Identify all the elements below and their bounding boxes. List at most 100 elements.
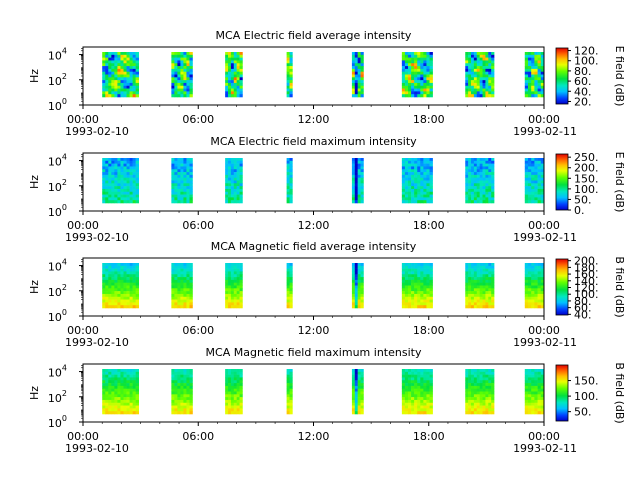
spectrogram-cell [354, 172, 358, 176]
spectrogram-cell [236, 388, 240, 392]
spectrogram-cell [174, 80, 178, 84]
spectrogram-cell [102, 385, 106, 389]
spectrogram-cell [126, 80, 130, 84]
spectrogram-cell [420, 88, 424, 92]
spectrogram-cell [108, 172, 112, 176]
spectrogram-cell [126, 180, 130, 184]
spectrogram-cell [408, 188, 412, 193]
spectrogram-cell [177, 374, 181, 378]
spectrogram-cell [180, 169, 184, 173]
spectrogram-cell [537, 394, 542, 398]
spectrogram-cell [108, 265, 112, 269]
spectrogram-cell [186, 200, 190, 204]
spectrogram-cell [360, 52, 364, 56]
spectrogram-cell [540, 282, 545, 286]
spectrogram-cell [426, 391, 430, 395]
spectrogram-cell [537, 91, 542, 95]
spectrogram-cell [225, 163, 229, 167]
spectrogram-cell [228, 291, 232, 295]
spectrogram-cell [488, 91, 492, 95]
spectrogram-cell [357, 194, 361, 198]
spectrogram-cell [417, 94, 421, 98]
spectrogram-cell [120, 263, 124, 267]
spectrogram-cell [239, 169, 243, 173]
spectrogram-cell [117, 197, 121, 201]
spectrogram-cell [171, 183, 175, 187]
spectrogram-cell [183, 377, 187, 381]
chart-title: MCA Magnetic field maximum intensity [206, 346, 422, 359]
spectrogram-cell [537, 66, 542, 70]
spectrogram-cell [126, 402, 130, 406]
spectrogram-cell [114, 411, 118, 415]
spectrogram-cell [476, 402, 480, 406]
spectrogram-cell [482, 68, 486, 72]
spectrogram-cell [488, 380, 492, 384]
spectrogram-cell [360, 271, 364, 275]
spectrogram-cell [105, 200, 109, 204]
spectrogram-cell [102, 302, 106, 306]
spectrogram-cell [476, 85, 480, 89]
spectrogram-cell [180, 188, 184, 193]
spectrogram-cell [105, 399, 109, 404]
spectrogram-cell [289, 371, 293, 375]
spectrogram-cell [491, 397, 495, 401]
spectrogram-cell [135, 163, 139, 167]
spectrogram-cell [102, 399, 106, 404]
spectrogram-cell [239, 282, 243, 286]
spectrogram-cell [404, 68, 409, 72]
spectrogram-cell [471, 305, 475, 309]
spectrogram-cell [117, 188, 121, 193]
spectrogram-cell [233, 408, 237, 412]
spectrogram-cell [540, 265, 545, 269]
spectrogram-cell [401, 399, 406, 404]
spectrogram-cell [111, 188, 115, 193]
spectrogram-cell [135, 399, 139, 404]
spectrogram-cell [482, 88, 486, 92]
y-tick-exponent: 0 [62, 97, 67, 106]
spectrogram-cell [233, 191, 237, 195]
spectrogram-cell [423, 94, 427, 98]
spectrogram-cell [129, 71, 133, 75]
spectrogram-cell [408, 54, 412, 58]
spectrogram-cell [479, 265, 483, 269]
spectrogram-cell [473, 282, 478, 286]
spectrogram-cell [534, 405, 538, 409]
spectrogram-cell [473, 163, 478, 167]
spectrogram-cell [114, 299, 118, 303]
spectrogram-cell [429, 405, 433, 409]
spectrogram-cell [485, 369, 489, 373]
spectrogram-cell [426, 394, 430, 398]
spectrogram-cell [423, 183, 427, 187]
spectrogram-cell [105, 52, 109, 56]
spectrogram-cell [465, 277, 469, 281]
spectrogram-cell [471, 293, 475, 298]
spectrogram-cell [426, 377, 430, 381]
spectrogram-cell [351, 74, 356, 78]
spectrogram-cell [177, 200, 181, 204]
spectrogram-cell [411, 183, 415, 187]
spectrogram-cell [171, 197, 175, 201]
spectrogram-cell [401, 391, 406, 395]
spectrogram-cell [488, 174, 492, 178]
spectrogram-cell [471, 282, 475, 286]
spectrogram-cell [527, 282, 532, 286]
spectrogram-cell [485, 402, 489, 406]
spectrogram-cell [354, 296, 358, 300]
spectrogram-cell [105, 279, 109, 283]
spectrogram-cell [531, 385, 535, 389]
spectrogram-cell [468, 52, 472, 56]
spectrogram-cell [485, 408, 489, 412]
spectrogram-cell [236, 394, 240, 398]
spectrogram-cell [531, 371, 535, 375]
spectrogram-cell [180, 385, 184, 389]
x-tick-label: 12:00 [298, 324, 330, 337]
spectrogram-cell [414, 277, 418, 281]
spectrogram-cell [102, 200, 106, 204]
spectrogram-cell [174, 163, 178, 167]
spectrogram-cell [468, 391, 472, 395]
spectrogram-cell [180, 408, 184, 412]
spectrogram-cell [236, 263, 240, 267]
spectrogram-cell [286, 391, 290, 395]
spectrogram-cell [357, 288, 361, 292]
spectrogram-cell [114, 285, 118, 289]
